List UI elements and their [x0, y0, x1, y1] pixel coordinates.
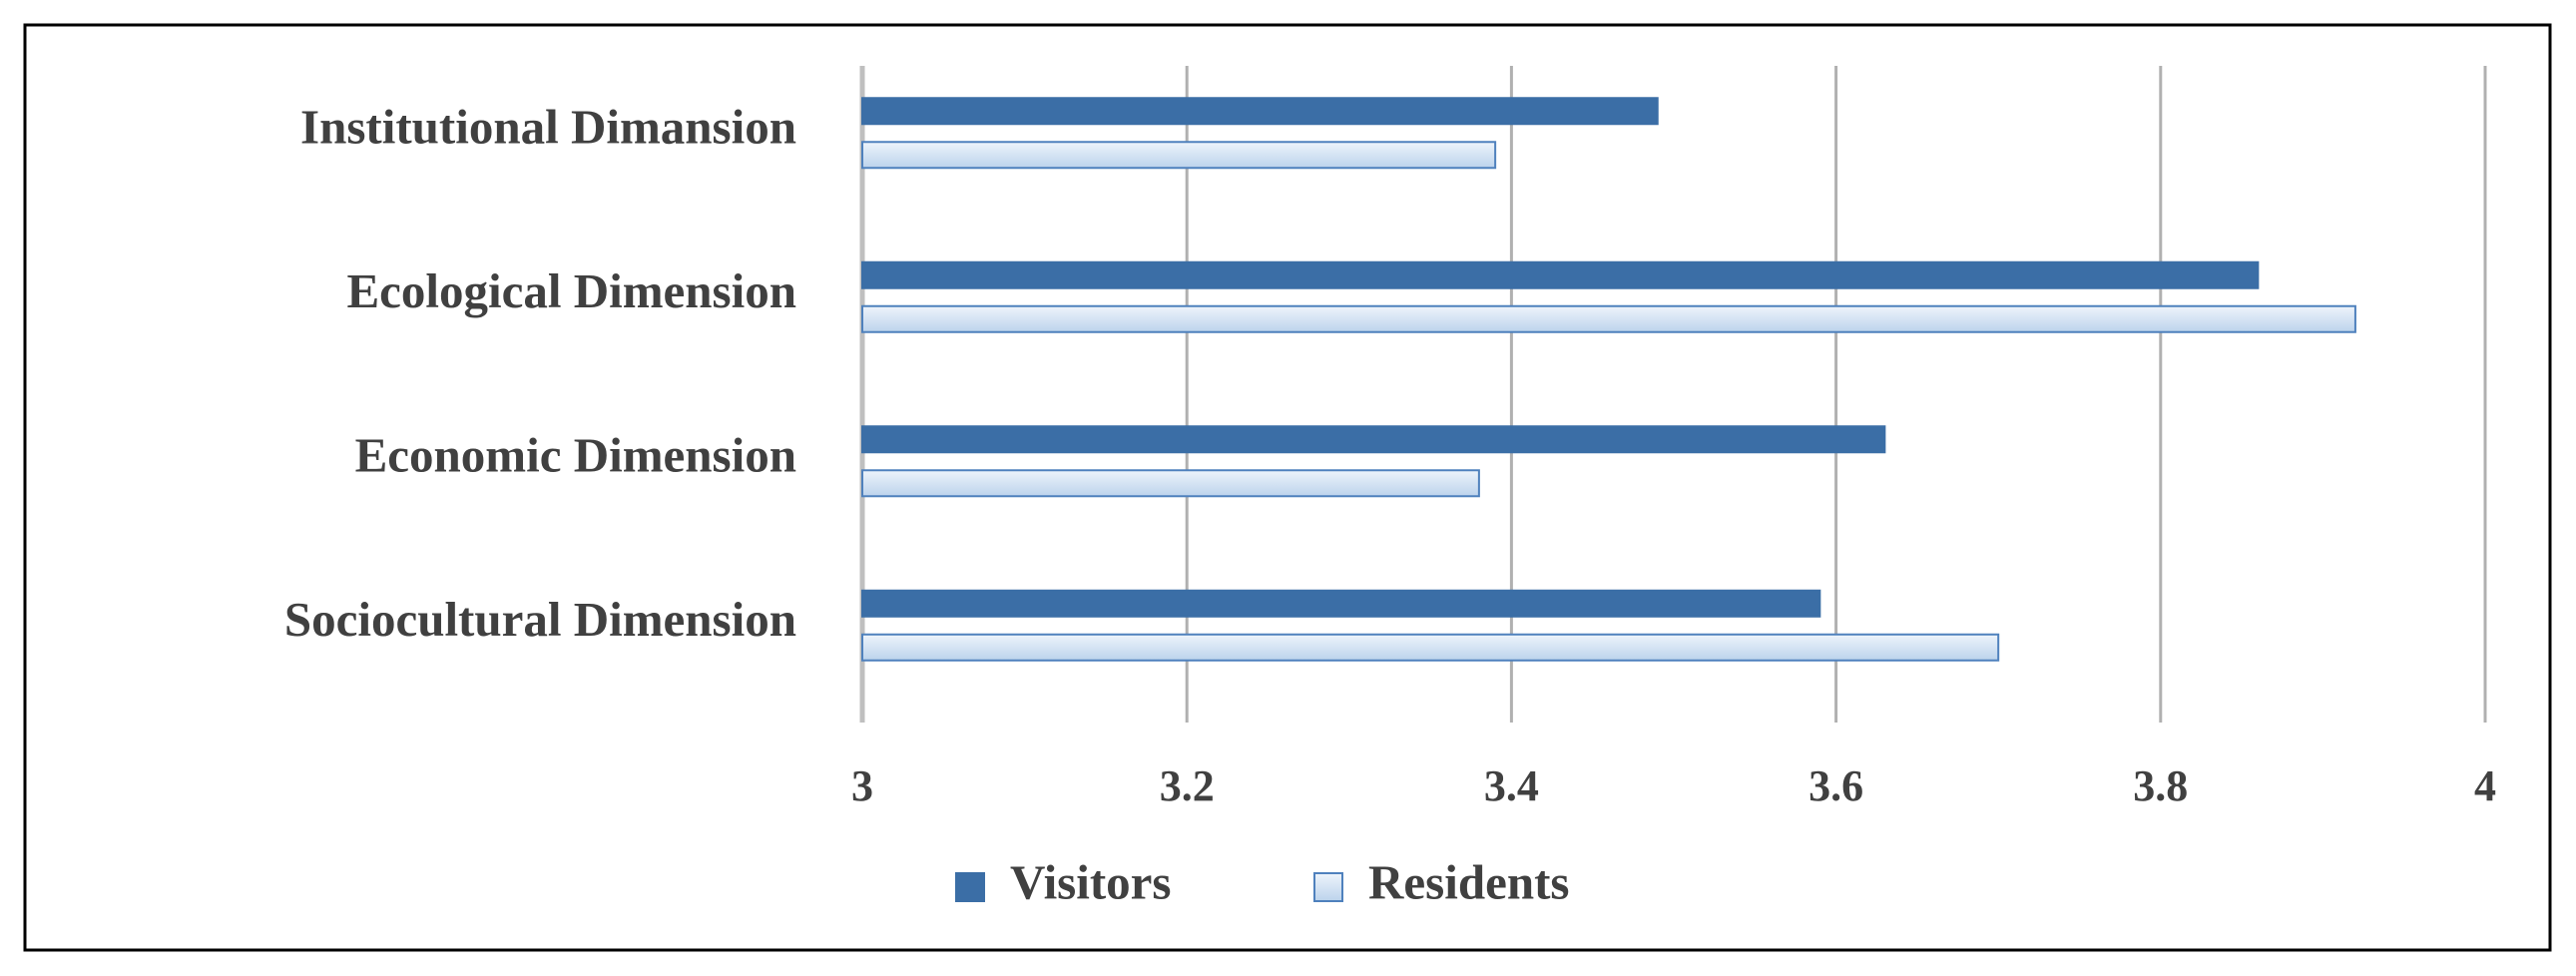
y-tick-label: Institutional Dimansion — [300, 100, 796, 155]
y-tick-label: Sociocultural Dimension — [284, 592, 796, 647]
x-tick-label: 3.4 — [1484, 761, 1539, 810]
legend-swatch — [1313, 872, 1343, 902]
bar — [861, 260, 2260, 289]
bar — [861, 469, 1480, 498]
bar — [861, 589, 1821, 618]
bar — [861, 304, 2356, 333]
y-tick-label: Economic Dimension — [355, 428, 796, 483]
x-tick-label: 3.2 — [1160, 761, 1215, 810]
x-tick-label: 4 — [2474, 761, 2496, 810]
legend-swatch — [955, 872, 985, 902]
bar — [861, 425, 1886, 454]
bar — [861, 633, 2000, 662]
x-tick-label: 3.6 — [1808, 761, 1863, 810]
bar — [861, 97, 1659, 126]
legend-label: Visitors — [1010, 854, 1172, 909]
y-tick-label: Ecological Dimension — [346, 263, 796, 318]
bar — [861, 141, 1497, 170]
x-tick-label: 3 — [851, 761, 873, 810]
x-tick-label: 3.8 — [2133, 761, 2188, 810]
legend-label: Residents — [1368, 854, 1569, 909]
